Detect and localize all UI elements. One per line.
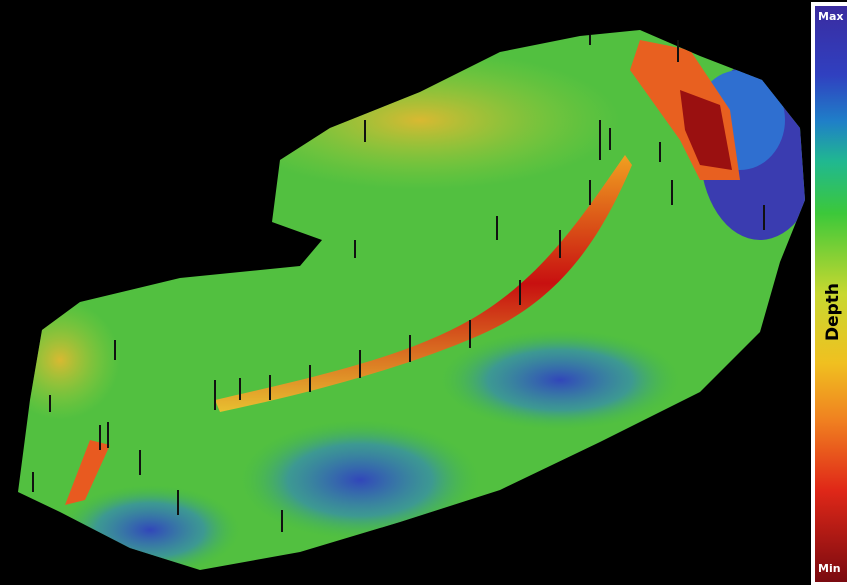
colorbar-title: Depth xyxy=(823,283,843,341)
colorbar-min-label: Min xyxy=(818,562,841,575)
colorbar-max-label: Max xyxy=(818,10,843,23)
page: Max Min Depth (() => { const data = JSON… xyxy=(0,0,847,585)
depth-map-view: Max Min Depth xyxy=(0,0,847,585)
